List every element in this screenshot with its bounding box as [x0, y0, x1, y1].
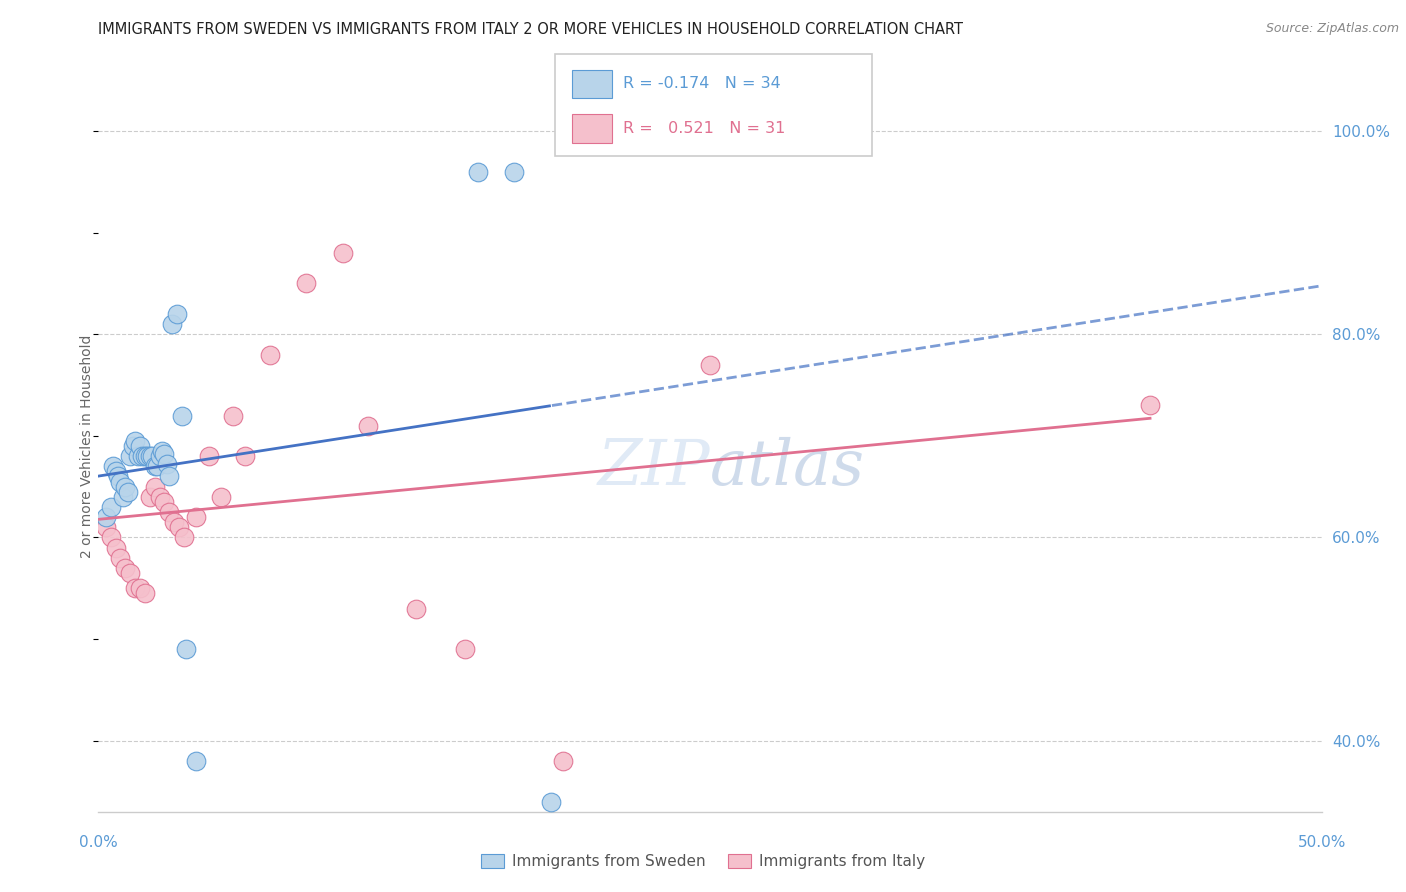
Point: [107, 469, 129, 483]
Point: [153, 495, 176, 509]
Text: R = -0.174   N = 34: R = -0.174 N = 34: [623, 77, 780, 91]
Point: [100, 530, 122, 544]
Point: [110, 550, 132, 565]
Point: [156, 457, 179, 471]
Point: [124, 581, 146, 595]
Text: IMMIGRANTS FROM SWEDEN VS IMMIGRANTS FROM ITALY 2 OR MORE VEHICLES IN HOUSEHOLD : IMMIGRANTS FROM SWEDEN VS IMMIGRANTS FRO…: [98, 22, 963, 37]
Point: [134, 586, 156, 600]
Point: [146, 459, 169, 474]
Point: [121, 439, 143, 453]
Point: [149, 490, 172, 504]
Point: [186, 510, 208, 524]
Point: [209, 490, 232, 504]
Point: [173, 530, 195, 544]
Point: [134, 449, 156, 463]
Point: [136, 449, 159, 463]
Point: [131, 449, 153, 463]
Point: [110, 475, 132, 489]
Point: [176, 642, 198, 657]
Point: [699, 358, 721, 372]
Point: [503, 164, 526, 178]
Legend: Immigrants from Sweden, Immigrants from Italy: Immigrants from Sweden, Immigrants from …: [475, 848, 931, 875]
Point: [540, 795, 562, 809]
Text: 50.0%: 50.0%: [1298, 836, 1346, 850]
Point: [124, 434, 146, 448]
Point: [104, 464, 127, 478]
Point: [129, 581, 152, 595]
Point: [295, 277, 318, 291]
Point: [160, 317, 183, 331]
Point: [157, 469, 180, 483]
Point: [143, 459, 166, 474]
Point: [127, 449, 149, 463]
Point: [114, 561, 136, 575]
Point: [454, 642, 477, 657]
Point: [553, 754, 575, 768]
Point: [467, 164, 489, 178]
Y-axis label: 2 or more Vehicles in Household: 2 or more Vehicles in Household: [80, 334, 94, 558]
Point: [150, 444, 173, 458]
Point: [153, 447, 176, 461]
Point: [167, 520, 190, 534]
Point: [163, 515, 186, 529]
Point: [166, 307, 188, 321]
Point: [104, 541, 127, 555]
Point: [120, 566, 142, 580]
Point: [94, 520, 117, 534]
Point: [233, 449, 256, 463]
Point: [259, 347, 281, 362]
Point: [149, 449, 172, 463]
Point: [94, 510, 117, 524]
Point: [222, 409, 245, 423]
Point: [117, 484, 139, 499]
Text: R =   0.521   N = 31: R = 0.521 N = 31: [623, 121, 785, 136]
Text: ZIP: ZIP: [598, 437, 710, 499]
Point: [197, 449, 219, 463]
Point: [141, 449, 163, 463]
Point: [1139, 398, 1161, 412]
Point: [120, 449, 142, 463]
Point: [170, 409, 193, 423]
Point: [356, 418, 378, 433]
Point: [157, 505, 180, 519]
Point: [405, 601, 427, 615]
Point: [114, 480, 136, 494]
Text: 0.0%: 0.0%: [79, 836, 118, 850]
Point: [111, 490, 134, 504]
Point: [100, 500, 122, 514]
Point: [143, 480, 166, 494]
Point: [332, 246, 354, 260]
Text: atlas: atlas: [710, 437, 865, 499]
Point: [101, 459, 124, 474]
Text: Source: ZipAtlas.com: Source: ZipAtlas.com: [1265, 22, 1399, 36]
Point: [186, 754, 208, 768]
Point: [139, 490, 162, 504]
Point: [139, 449, 162, 463]
Point: [129, 439, 152, 453]
